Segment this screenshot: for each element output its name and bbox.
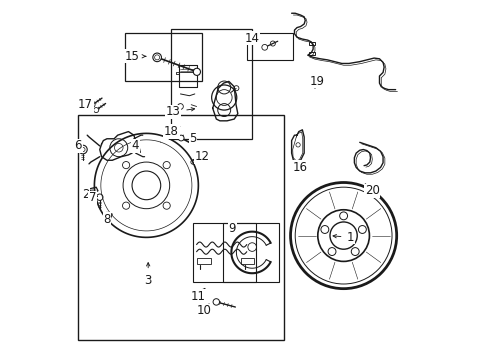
Text: 15: 15 — [124, 50, 146, 63]
Bar — [247, 33, 294, 60]
Text: 11: 11 — [191, 288, 206, 303]
Text: 10: 10 — [196, 304, 211, 318]
Text: 14: 14 — [245, 32, 260, 45]
Text: 13: 13 — [166, 105, 195, 118]
Circle shape — [153, 53, 161, 62]
Circle shape — [90, 102, 95, 107]
Text: 19: 19 — [309, 75, 324, 89]
Text: 17: 17 — [78, 98, 93, 111]
Bar — [193, 223, 256, 282]
Bar — [242, 258, 254, 264]
Circle shape — [194, 68, 200, 75]
Text: 6: 6 — [74, 139, 83, 152]
Bar — [125, 33, 202, 81]
Text: 9: 9 — [229, 222, 236, 235]
Text: 2: 2 — [82, 188, 96, 201]
Circle shape — [213, 299, 220, 305]
Bar — [196, 258, 211, 264]
Text: 5: 5 — [189, 132, 196, 145]
Circle shape — [178, 135, 184, 141]
Circle shape — [94, 108, 98, 113]
Text: 4: 4 — [132, 139, 141, 152]
Text: 3: 3 — [145, 263, 152, 287]
Bar — [223, 223, 279, 282]
Bar — [78, 116, 285, 339]
Text: 18: 18 — [164, 125, 180, 138]
Circle shape — [262, 44, 268, 50]
Text: 16: 16 — [293, 161, 308, 174]
Text: 1: 1 — [333, 231, 355, 244]
Text: 12: 12 — [195, 150, 209, 163]
Bar — [309, 51, 315, 55]
Bar — [172, 30, 252, 139]
Bar — [309, 41, 315, 45]
Text: 7: 7 — [89, 192, 97, 204]
Text: 20: 20 — [365, 184, 380, 197]
Text: 8: 8 — [103, 213, 111, 226]
